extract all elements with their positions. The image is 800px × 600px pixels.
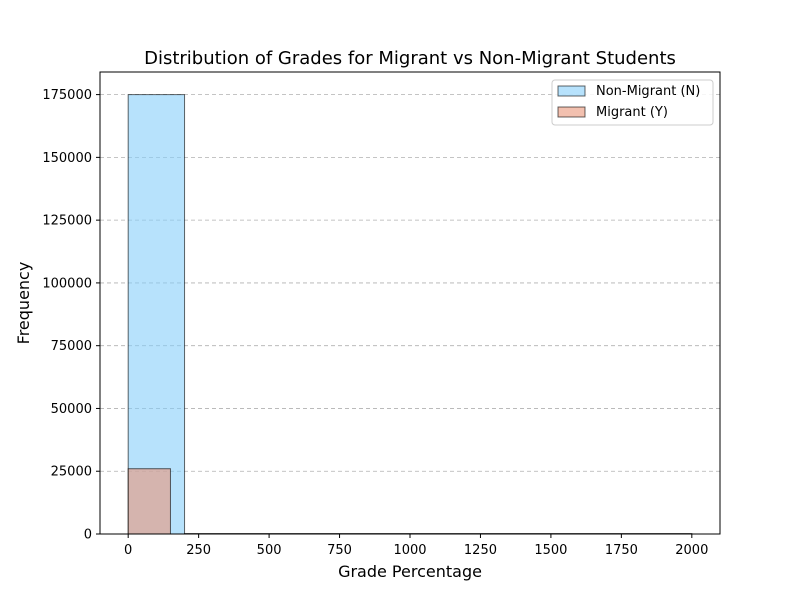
x-tick-label: 1000 bbox=[393, 543, 426, 558]
x-tick-label: 2000 bbox=[675, 543, 708, 558]
legend-frame bbox=[551, 79, 714, 126]
legend: Non-Migrant (N) Migrant (Y) bbox=[551, 79, 714, 126]
x-tick-label: 0 bbox=[124, 543, 132, 558]
x-tick-label: 750 bbox=[327, 543, 352, 558]
x-axis-label: Grade Percentage bbox=[338, 562, 482, 581]
x-tick-label: 250 bbox=[186, 543, 211, 558]
legend-swatch bbox=[557, 106, 586, 118]
bar-non-migrant bbox=[127, 94, 186, 535]
y-tick-label: 50000 bbox=[51, 402, 92, 417]
y-axis-label: Frequency bbox=[14, 262, 33, 345]
y-tick-label: 75000 bbox=[51, 339, 92, 354]
bar-migrant bbox=[127, 468, 171, 535]
bars bbox=[127, 94, 693, 535]
plot-frame bbox=[99, 71, 721, 535]
chart-title: Distribution of Grades for Migrant vs No… bbox=[144, 48, 676, 69]
x-tick-label: 1250 bbox=[464, 543, 497, 558]
y-tick-label: 0 bbox=[84, 528, 92, 543]
y-tick-label: 125000 bbox=[42, 214, 92, 229]
gridlines bbox=[100, 94, 720, 535]
y-tick-label: 175000 bbox=[42, 88, 92, 103]
x-tick-label: 500 bbox=[257, 543, 282, 558]
y-tick-label: 100000 bbox=[42, 276, 92, 291]
legend-label: Migrant (Y) bbox=[596, 105, 668, 120]
y-tick-label: 25000 bbox=[51, 465, 92, 480]
legend-label: Non-Migrant (N) bbox=[596, 84, 700, 99]
y-tick-label: 150000 bbox=[42, 151, 92, 166]
x-axis-ticks: 0 250 500 750 1000 1250 1500 1750 2000 bbox=[124, 534, 708, 558]
x-tick-label: 1500 bbox=[534, 543, 567, 558]
y-axis-ticks: 0 25000 50000 75000 100000 125000 150000 175000 bbox=[42, 88, 100, 543]
x-tick-label: 1750 bbox=[605, 543, 638, 558]
legend-swatch bbox=[557, 85, 586, 97]
